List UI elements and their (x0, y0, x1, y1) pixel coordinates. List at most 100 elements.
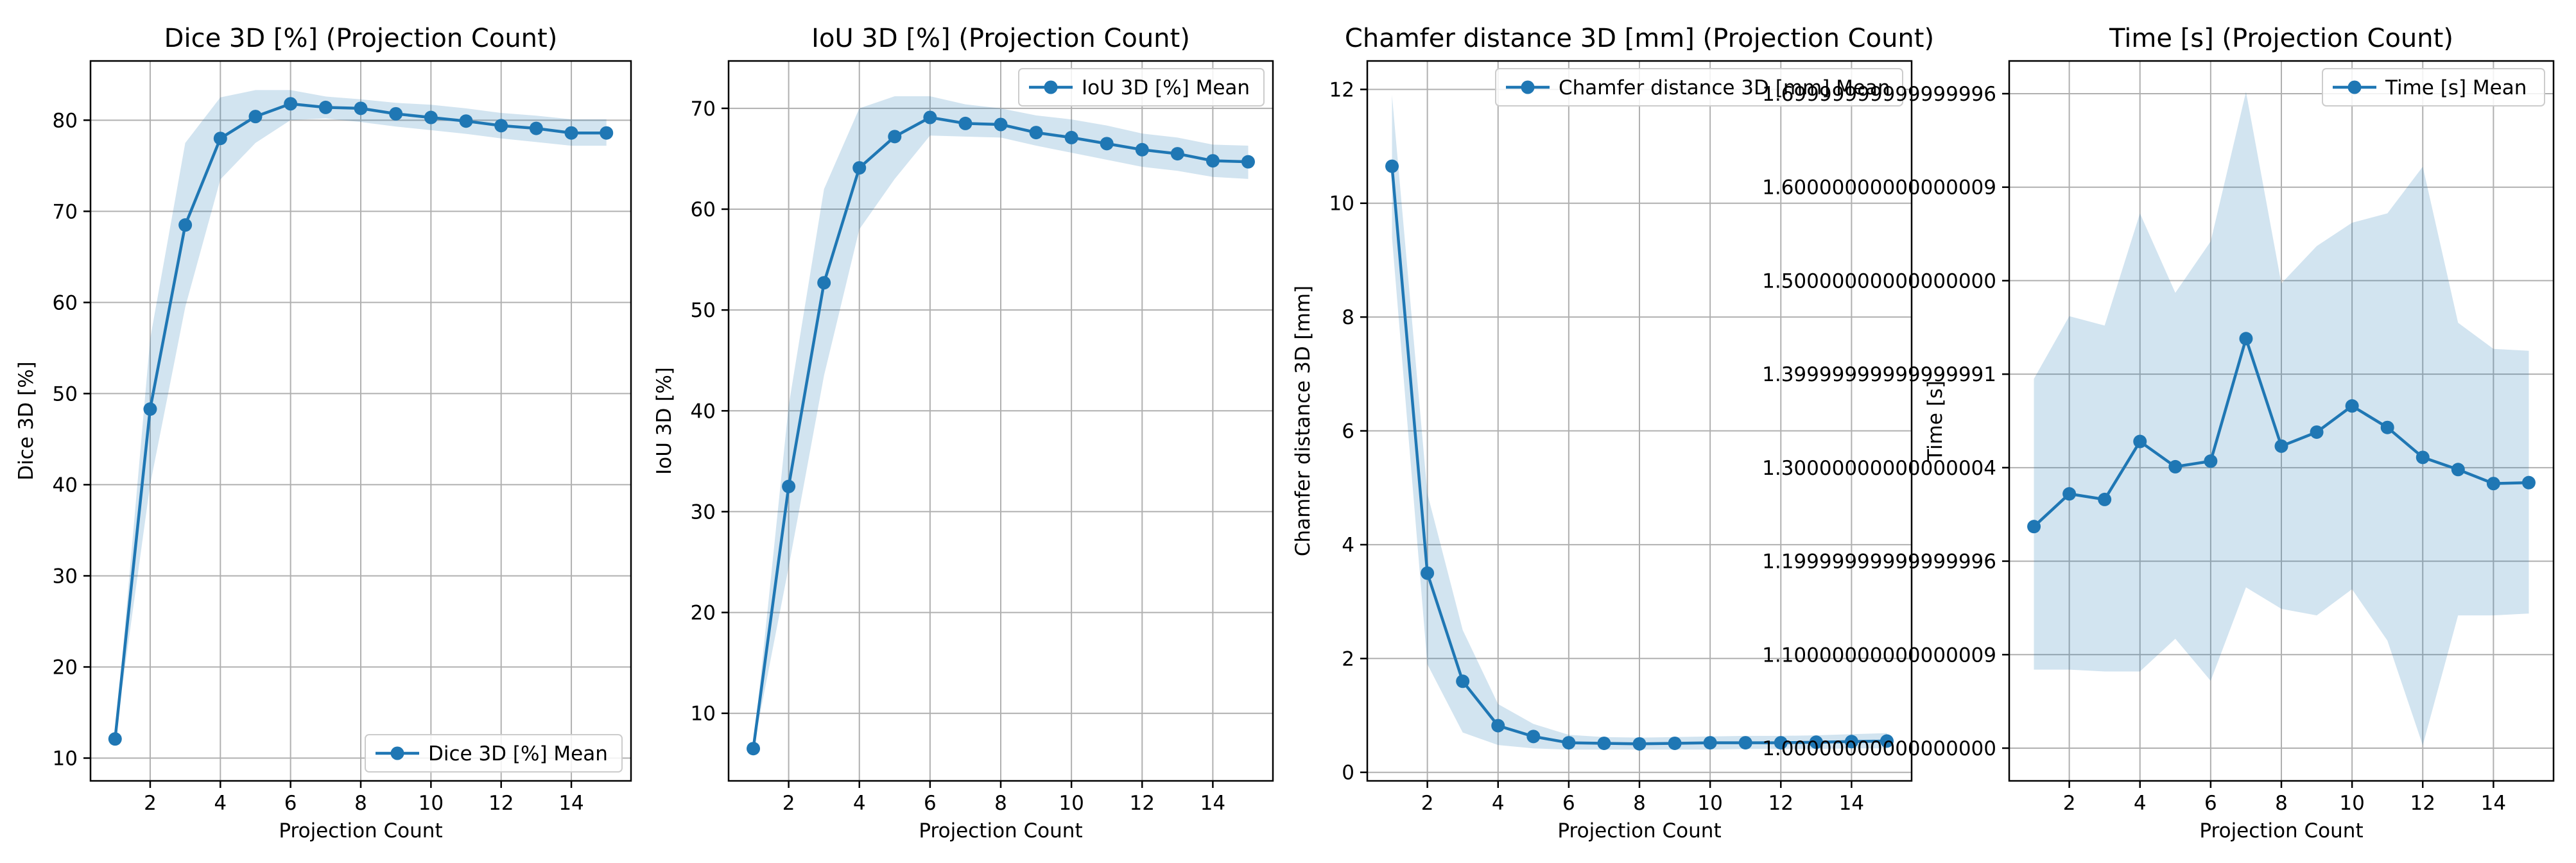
y-tick-label: 1.60000000000000009 (1762, 176, 1996, 200)
data-point (782, 479, 796, 493)
y-axis-label: Time [s] (1924, 380, 1947, 462)
chart-panel-4: 2 4 6 8 10 12 14 1.00000000000000000 1.100000000… (1762, 24, 2555, 842)
data-point (2486, 477, 2500, 491)
y-tick-label: 4 (1342, 534, 1354, 557)
x-tick-label: 10 (2339, 792, 2364, 815)
data-point (600, 126, 614, 140)
data-point (1064, 130, 1078, 144)
x-tick-label: 6 (924, 792, 937, 815)
x-tick-label: 12 (488, 792, 514, 815)
x-tick-label: 10 (1059, 792, 1084, 815)
legend: Chamfer distance 3D [mm] Mean (1495, 68, 1903, 107)
grid (1367, 61, 1912, 781)
chart-panel-3: 2 4 6 8 10 12 14 0 2 4 6 8 10 12 Chamfer distance 3D [… (1292, 24, 1934, 842)
data-point (1880, 734, 1894, 748)
data-point (1206, 154, 1220, 168)
y-tick-label: 30 (53, 565, 78, 588)
data-point (143, 402, 157, 416)
data-point (1526, 730, 1541, 744)
data-point (1456, 674, 1470, 688)
data-point (248, 110, 263, 124)
data-point (1421, 566, 1435, 580)
data-point (2380, 420, 2394, 434)
y-tick-label: 1.19999999999999996 (1762, 551, 1996, 574)
x-tick-label: 12 (1130, 792, 1155, 815)
y-tick-label: 70 (53, 200, 78, 223)
data-point (389, 107, 403, 121)
x-axis-label: Projection Count (1557, 819, 1721, 842)
confidence-band (1392, 95, 1887, 750)
legend: IoU 3D [%] Mean (1018, 68, 1265, 107)
data-point (424, 110, 438, 124)
y-tick-label: 1.00000000000000000 (1762, 737, 1996, 760)
x-tick-label: 2 (144, 792, 157, 815)
data-point (1135, 142, 1149, 157)
y-tick-label: 80 (53, 109, 78, 132)
y-tick-label: 50 (691, 299, 716, 322)
legend-box (1018, 68, 1265, 107)
legend-box (2322, 68, 2545, 107)
x-tick-label: 14 (558, 792, 583, 815)
data-point (1738, 736, 1752, 750)
data-point (2062, 487, 2077, 501)
data-point (2133, 434, 2147, 449)
data-point (1632, 737, 1647, 751)
y-axis-label: Chamfer distance 3D [mm] (1292, 286, 1315, 556)
x-tick-label: 4 (1492, 792, 1505, 815)
data-point (178, 218, 193, 232)
data-point (817, 276, 831, 290)
x-axis-label: Projection Count (2199, 819, 2363, 842)
y-tick-label: 1.39999999999999991 (1762, 363, 1996, 386)
legend-marker (390, 746, 404, 760)
x-tick-label: 4 (853, 792, 866, 815)
data-point (1170, 147, 1184, 161)
legend-marker (2347, 80, 2362, 94)
chart-title: Time [s] (Projection Count) (2109, 24, 2453, 53)
data-point (564, 126, 578, 140)
x-tick-label: 14 (1839, 792, 1864, 815)
data-point (2098, 492, 2112, 506)
data-point (1029, 126, 1043, 140)
x-tick-label: 10 (419, 792, 444, 815)
y-tick-label: 40 (691, 400, 716, 423)
y-tick-label: 20 (691, 602, 716, 625)
chart-title: IoU 3D [%] (Projection Count) (811, 24, 1190, 53)
chart-panel-1: 2 4 6 8 10 12 14 10 20 30 40 50 60 70 80 Dice 3D [%] (P… (15, 24, 632, 842)
data-point (2310, 425, 2324, 439)
legend-box (365, 734, 623, 773)
data-point (1491, 719, 1505, 733)
data-point (747, 742, 761, 756)
legend-label: Dice 3D [%] Mean (428, 742, 608, 765)
y-tick-label: 10 (1329, 192, 1354, 216)
x-tick-label: 8 (1633, 792, 1646, 815)
x-tick-label: 2 (2063, 792, 2076, 815)
grid (729, 61, 1273, 781)
data-point (2451, 463, 2465, 477)
x-tick-label: 8 (994, 792, 1007, 815)
legend-label: Chamfer distance 3D [mm] Mean (1559, 76, 1890, 99)
data-point (494, 119, 508, 133)
data-point (1774, 736, 1788, 750)
y-tick-label: 60 (53, 291, 78, 314)
data-point (1809, 735, 1823, 749)
data-point (2168, 459, 2183, 474)
data-point (852, 161, 867, 175)
grid (91, 61, 631, 781)
data-point (2521, 475, 2536, 490)
legend-box (1495, 68, 1903, 107)
y-tick-label: 10 (53, 747, 78, 770)
data-point (2345, 399, 2359, 413)
y-tick-label: 1.30000000000000004 (1762, 457, 1996, 480)
data-point (994, 117, 1008, 132)
data-point (1844, 735, 1858, 749)
data-point (354, 101, 368, 115)
data-point (529, 121, 543, 135)
data-point (888, 130, 902, 144)
data-point (459, 114, 473, 128)
data-point (958, 116, 972, 130)
data-point (1241, 155, 1255, 169)
legend-label: Time [s] Mean (2385, 76, 2527, 99)
legend-marker (1521, 80, 1535, 94)
data-point (1703, 736, 1717, 750)
x-tick-label: 6 (284, 792, 297, 815)
